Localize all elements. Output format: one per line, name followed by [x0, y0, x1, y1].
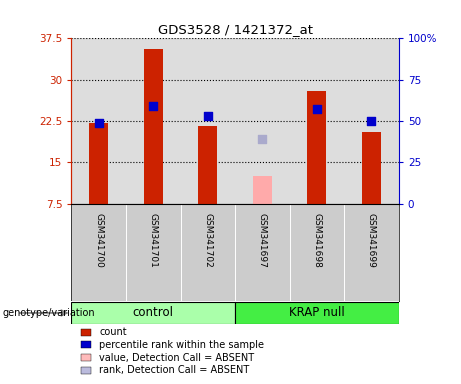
Point [149, 103, 157, 109]
Bar [144, 50, 163, 204]
Text: control: control [133, 306, 174, 319]
Text: count: count [99, 327, 127, 337]
Text: GSM341698: GSM341698 [313, 214, 321, 268]
Point [259, 136, 266, 142]
Bar [198, 126, 218, 204]
Bar [307, 91, 326, 204]
Text: GSM341701: GSM341701 [149, 214, 158, 268]
Text: GSM341702: GSM341702 [203, 214, 213, 268]
Point [368, 118, 375, 124]
Text: GSM341699: GSM341699 [367, 214, 376, 268]
Bar [71, 302, 235, 324]
Text: GSM341697: GSM341697 [258, 214, 267, 268]
Text: KRAP null: KRAP null [289, 306, 345, 319]
Bar [253, 176, 272, 204]
Point [313, 106, 321, 113]
Text: percentile rank within the sample: percentile rank within the sample [99, 340, 264, 350]
Title: GDS3528 / 1421372_at: GDS3528 / 1421372_at [158, 23, 313, 36]
Text: GSM341700: GSM341700 [94, 214, 103, 268]
Text: value, Detection Call = ABSENT: value, Detection Call = ABSENT [99, 353, 254, 362]
Bar [362, 132, 381, 204]
Point [204, 113, 212, 119]
Bar [89, 122, 108, 204]
Bar [235, 302, 399, 324]
Point [95, 119, 102, 126]
Text: rank, Detection Call = ABSENT: rank, Detection Call = ABSENT [99, 365, 249, 375]
Text: genotype/variation: genotype/variation [2, 308, 95, 318]
